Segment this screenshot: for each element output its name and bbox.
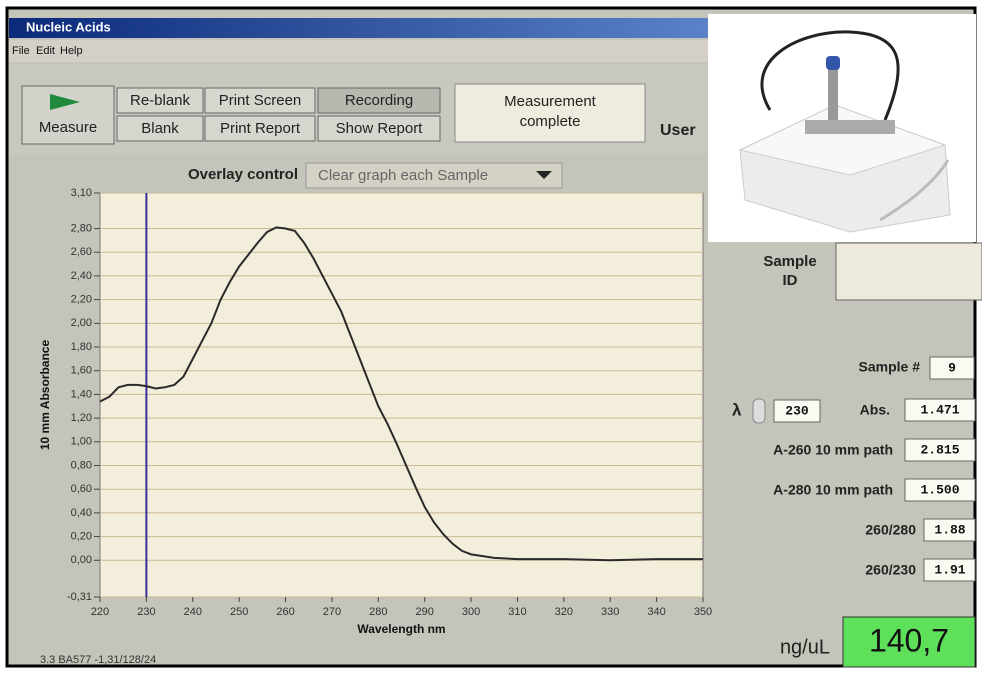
panel-label: 260/230 xyxy=(865,562,916,578)
y-tick-label: 2,60 xyxy=(71,246,92,258)
spinner[interactable] xyxy=(752,398,766,424)
status-box xyxy=(454,83,646,143)
value-field[interactable] xyxy=(773,399,821,423)
y-tick-label: 0,20 xyxy=(71,530,92,542)
lambda-symbol: λ xyxy=(732,400,742,419)
button-label: Measure xyxy=(39,119,97,136)
x-axis-title: Wavelength nm xyxy=(357,622,445,636)
y-tick-label: 1,60 xyxy=(71,365,92,377)
button[interactable]: Recording xyxy=(317,87,441,114)
status-text: Measurement xyxy=(504,93,597,110)
x-tick-label: 230 xyxy=(137,606,155,618)
y-tick-label: 1,40 xyxy=(71,388,92,400)
x-tick-label: 320 xyxy=(555,606,573,618)
menu-item[interactable]: File xyxy=(12,45,30,57)
x-tick-label: 250 xyxy=(230,606,248,618)
panel-value: 2.815 xyxy=(920,442,959,457)
y-tick-label: 2,20 xyxy=(71,294,92,306)
panel-value: 1.471 xyxy=(920,402,959,417)
y-tick-label: 1,00 xyxy=(71,436,92,448)
device-illustration xyxy=(738,30,951,233)
x-tick-label: 330 xyxy=(601,606,619,618)
panel-label: ID xyxy=(783,272,798,289)
button-face xyxy=(204,115,316,142)
x-tick-label: 270 xyxy=(323,606,341,618)
sample-id-field[interactable] xyxy=(835,242,982,301)
panel-label: A-260 10 mm path xyxy=(773,442,893,458)
button-label: Blank xyxy=(141,120,179,137)
y-tick-label: 0,40 xyxy=(71,507,92,519)
overlay-dropdown[interactable]: Clear graph each Sample xyxy=(305,162,563,189)
button[interactable]: Print Screen xyxy=(204,87,316,114)
y-tick-label: 2,80 xyxy=(71,222,92,234)
button-face xyxy=(116,115,204,142)
button-face xyxy=(116,87,204,114)
panel-value: 230 xyxy=(785,403,809,418)
y-tick-label: 3,10 xyxy=(71,187,92,199)
dropdown-value: Clear graph each Sample xyxy=(318,167,488,184)
y-axis-title: 10 mm Absorbance xyxy=(38,340,52,451)
spectrum-line xyxy=(99,226,703,562)
panel-label: A-280 10 mm path xyxy=(773,482,893,498)
button-label: Recording xyxy=(345,92,413,109)
button-face xyxy=(317,115,441,142)
value-field xyxy=(929,356,975,380)
y-tick-label: 0,80 xyxy=(71,459,92,471)
panel-label: 260/280 xyxy=(865,522,916,538)
x-tick-label: 290 xyxy=(416,606,434,618)
button-face xyxy=(204,87,316,114)
x-tick-label: 350 xyxy=(694,606,712,618)
panel-value: 1.500 xyxy=(920,482,959,497)
button-face xyxy=(317,87,441,114)
x-tick-label: 340 xyxy=(647,606,665,618)
y-tick-label: 2,40 xyxy=(71,270,92,282)
x-tick-label: 240 xyxy=(184,606,202,618)
x-tick-label: 280 xyxy=(369,606,387,618)
button[interactable]: Re-blank xyxy=(116,87,204,114)
value-field xyxy=(923,518,976,542)
y-tick-label: 0,00 xyxy=(71,554,92,566)
panel-label: Abs. xyxy=(860,402,890,418)
button-label: Print Screen xyxy=(219,92,302,109)
conc-field xyxy=(842,616,976,668)
conc-label: ng/uL xyxy=(780,636,830,658)
y-tick-label: 2,00 xyxy=(71,317,92,329)
status-text: complete xyxy=(520,113,581,130)
window-title: Nucleic Acids xyxy=(26,19,111,34)
x-tick-label: 310 xyxy=(508,606,526,618)
y-tick-label: 1,80 xyxy=(71,341,92,353)
value-field xyxy=(904,438,976,462)
y-tick-label: -0,31 xyxy=(67,591,92,603)
button-label: Show Report xyxy=(336,120,424,137)
plot-area xyxy=(99,192,704,598)
button-label: Print Report xyxy=(220,120,301,137)
menu-bar xyxy=(9,40,709,62)
panel-value: 9 xyxy=(948,360,956,375)
button-label: Re-blank xyxy=(130,92,191,109)
user-label: User xyxy=(660,122,696,139)
menu-item[interactable]: Edit xyxy=(36,45,55,57)
value-field xyxy=(923,558,976,582)
button[interactable]: Blank xyxy=(116,115,204,142)
measure-button[interactable]: Measure xyxy=(21,85,115,145)
overlay-label: Overlay control xyxy=(188,166,298,183)
x-tick-label: 220 xyxy=(91,606,109,618)
y-tick-label: 1,20 xyxy=(71,412,92,424)
menu-item[interactable]: Help xyxy=(60,45,83,57)
x-tick-label: 300 xyxy=(462,606,480,618)
button[interactable]: Show Report xyxy=(317,115,441,142)
panel-label: Sample # xyxy=(859,359,921,375)
x-tick-label: 260 xyxy=(276,606,294,618)
panel-value: 1.88 xyxy=(934,522,965,537)
value-field xyxy=(904,398,976,422)
panel-value: 1.91 xyxy=(934,562,965,577)
y-tick-label: 0,60 xyxy=(71,483,92,495)
panel-label: Sample xyxy=(763,253,816,270)
footer: 3.3 BA577 -1,31/128/24 xyxy=(40,654,156,666)
button[interactable]: Print Report xyxy=(204,115,316,142)
title-bar xyxy=(9,18,709,38)
conc-value: 140,7 xyxy=(869,622,949,658)
value-field xyxy=(904,478,976,502)
